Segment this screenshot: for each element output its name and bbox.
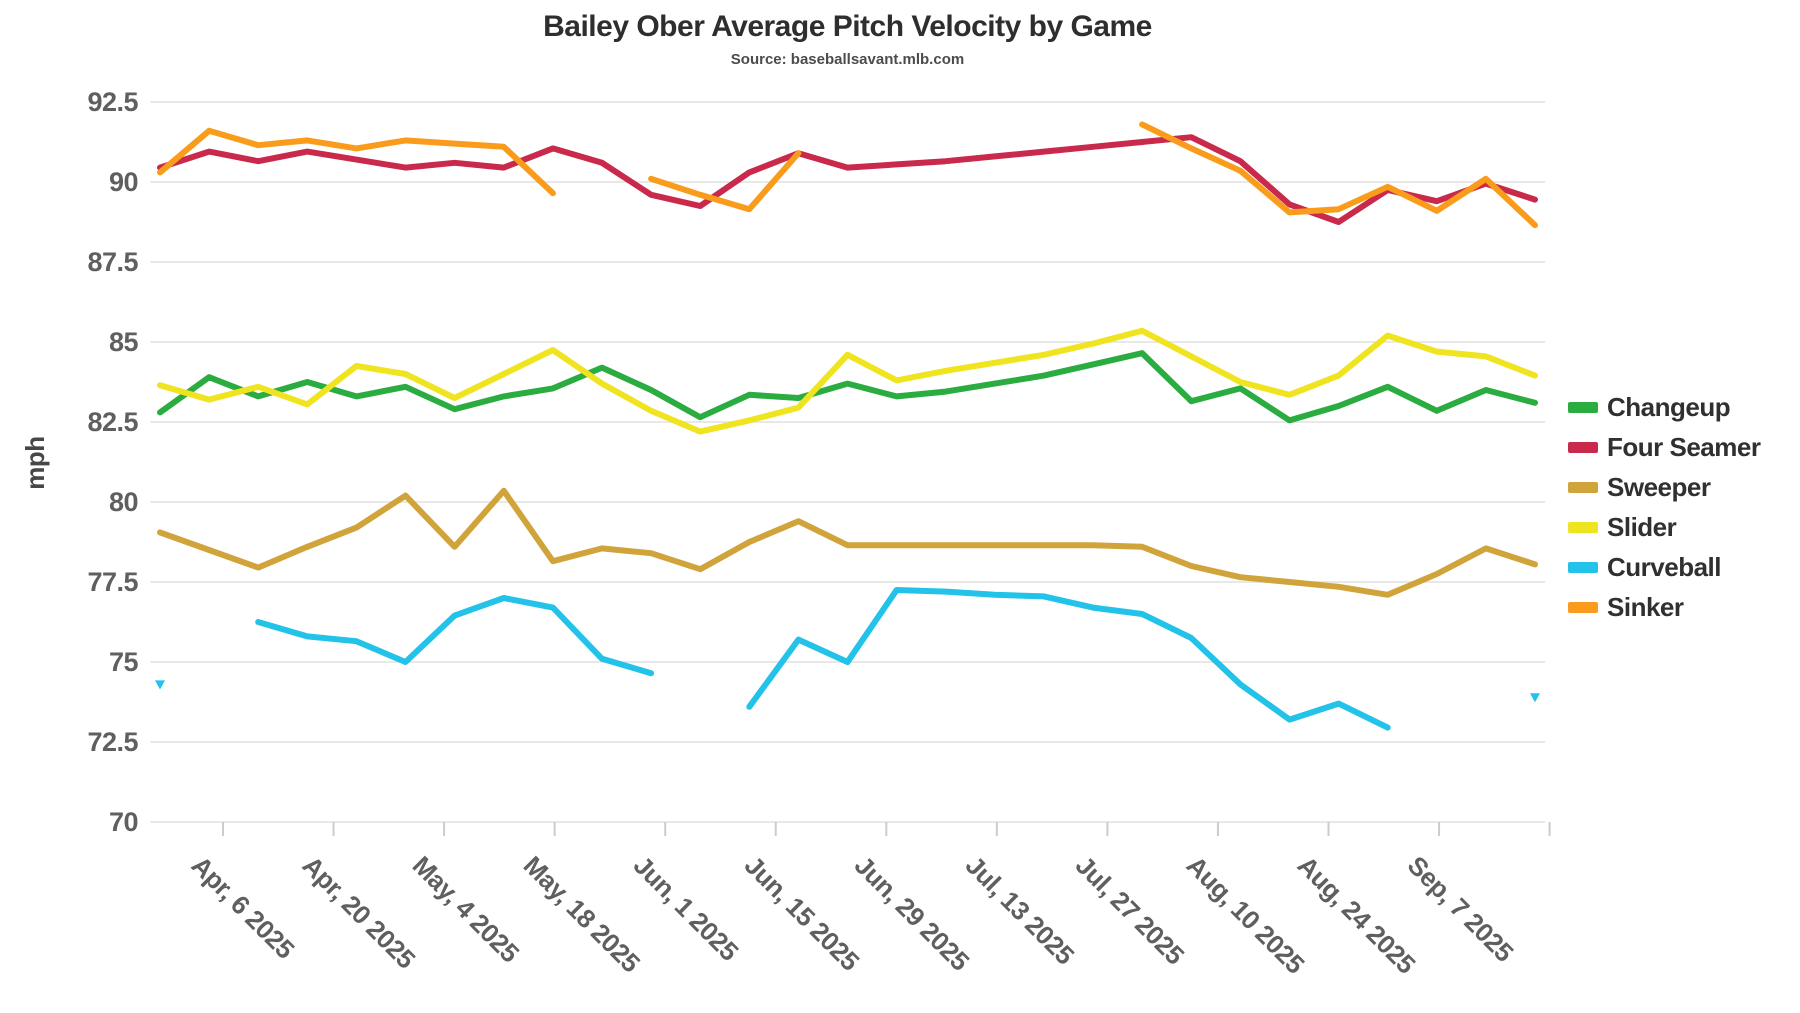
series-line-sweeper (157, 487, 1538, 598)
y-tick-label: 82.5 (87, 407, 138, 437)
y-tick-label: 70 (108, 807, 139, 837)
legend-label: Four Seamer (1607, 431, 1761, 462)
series-line-sinker (157, 121, 1538, 229)
legend-swatch-sweeper (1568, 481, 1598, 493)
legend-swatch-four_seamer (1568, 441, 1598, 453)
chart-subtitle: Source: baseballsavant.mlb.com (730, 51, 965, 68)
legend-swatch-slider (1568, 521, 1598, 533)
series-line-changeup (157, 350, 1538, 424)
legend-item-four_seamer[interactable]: Four Seamer (1568, 427, 1798, 467)
legend-item-slider[interactable]: Slider (1568, 507, 1798, 547)
legend-swatch-curveball (1568, 561, 1598, 573)
y-tick-label: 90 (108, 167, 139, 197)
legend-item-curveball[interactable]: Curveball (1568, 547, 1798, 587)
y-tick-label: 72.5 (87, 727, 138, 757)
chart-title: Bailey Ober Average Pitch Velocity by Ga… (543, 10, 1152, 43)
legend-label: Curveball (1607, 551, 1722, 582)
legend-swatch-sinker (1568, 601, 1598, 613)
gridlines (150, 101, 1545, 823)
legend-item-sweeper[interactable]: Sweeper (1568, 467, 1798, 507)
isolated-point-marker-curveball (1530, 693, 1540, 703)
series-line-slider (157, 327, 1538, 435)
series-line-curveball (258, 590, 1535, 728)
y-tick-label: 87.5 (87, 247, 138, 277)
legend-item-sinker[interactable]: Sinker (1568, 587, 1798, 627)
y-tick-label: 92.5 (87, 87, 138, 117)
axis-tick-marks (222, 822, 1551, 836)
legend-label: Sinker (1607, 591, 1684, 622)
legend-item-changeup[interactable]: Changeup (1568, 387, 1798, 427)
legend-label: Slider (1607, 511, 1677, 542)
y-tick-label: 85 (108, 327, 139, 357)
y-tick-label: 80 (108, 487, 139, 517)
series-lines (155, 121, 1540, 728)
legend-label: Changeup (1607, 391, 1731, 422)
legend: Changeup Four Seamer Sweeper Slider Curvebal… (1568, 387, 1798, 627)
legend-label: Sweeper (1607, 471, 1711, 502)
legend-swatch-changeup (1568, 401, 1598, 413)
y-tick-label: 75 (108, 647, 139, 677)
isolated-point-marker-curveball (155, 680, 165, 690)
y-tick-label: 77.5 (87, 567, 138, 597)
